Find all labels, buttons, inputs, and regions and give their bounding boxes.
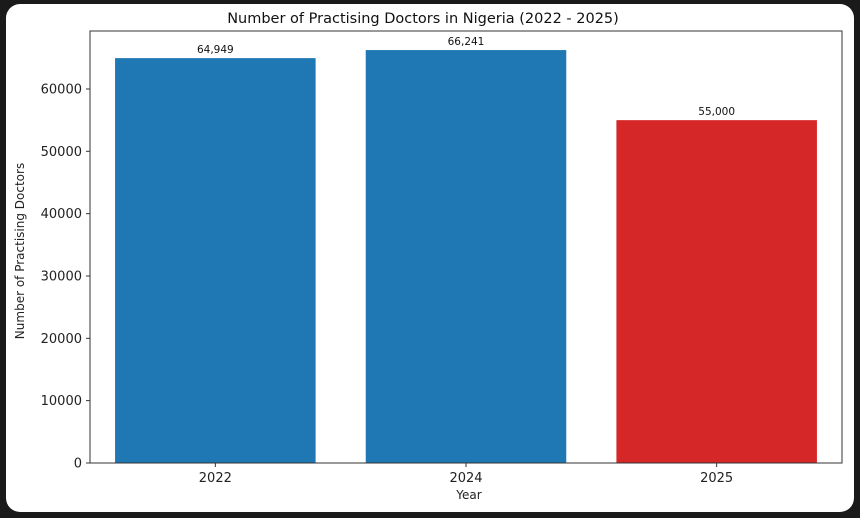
data-label-2025: 55,000 (698, 106, 735, 118)
data-label-2022: 64,949 (197, 44, 234, 56)
bar-2024 (365, 50, 567, 463)
data-labels-layer: 64,949 66,241 55,000 (197, 36, 735, 118)
y-tick-label-20000: 20000 (41, 332, 82, 347)
bar-chart: Number of Practising Doctors in Nigeria … (13, 11, 843, 502)
x-tick-label-2024: 2024 (449, 471, 482, 486)
y-axis-label: Number of Practising Doctors (13, 163, 27, 339)
x-tick-label-2022: 2022 (199, 471, 232, 486)
bar-2022 (115, 58, 316, 464)
bar-2025 (616, 120, 817, 464)
x-axis-ticks: 2022 2024 2025 (199, 463, 733, 486)
data-label-2024: 66,241 (448, 36, 485, 48)
y-tick-label-60000: 60000 (41, 82, 82, 97)
plot-area-frame (89, 30, 843, 464)
x-tick-label-2025: 2025 (700, 471, 733, 486)
y-tick-label-0: 0 (74, 457, 82, 472)
y-tick-label-30000: 30000 (41, 269, 82, 284)
y-tick-label-40000: 40000 (41, 207, 82, 222)
bars-layer (115, 50, 817, 464)
y-tick-label-10000: 10000 (41, 394, 82, 409)
y-axis-ticks: 0 10000 20000 30000 40000 50000 60000 (41, 82, 90, 472)
chart-panel: Number of Practising Doctors in Nigeria … (6, 4, 854, 512)
y-tick-label-50000: 50000 (41, 145, 82, 160)
x-axis-label: Year (455, 488, 481, 502)
chart-title: Number of Practising Doctors in Nigeria … (227, 11, 619, 27)
